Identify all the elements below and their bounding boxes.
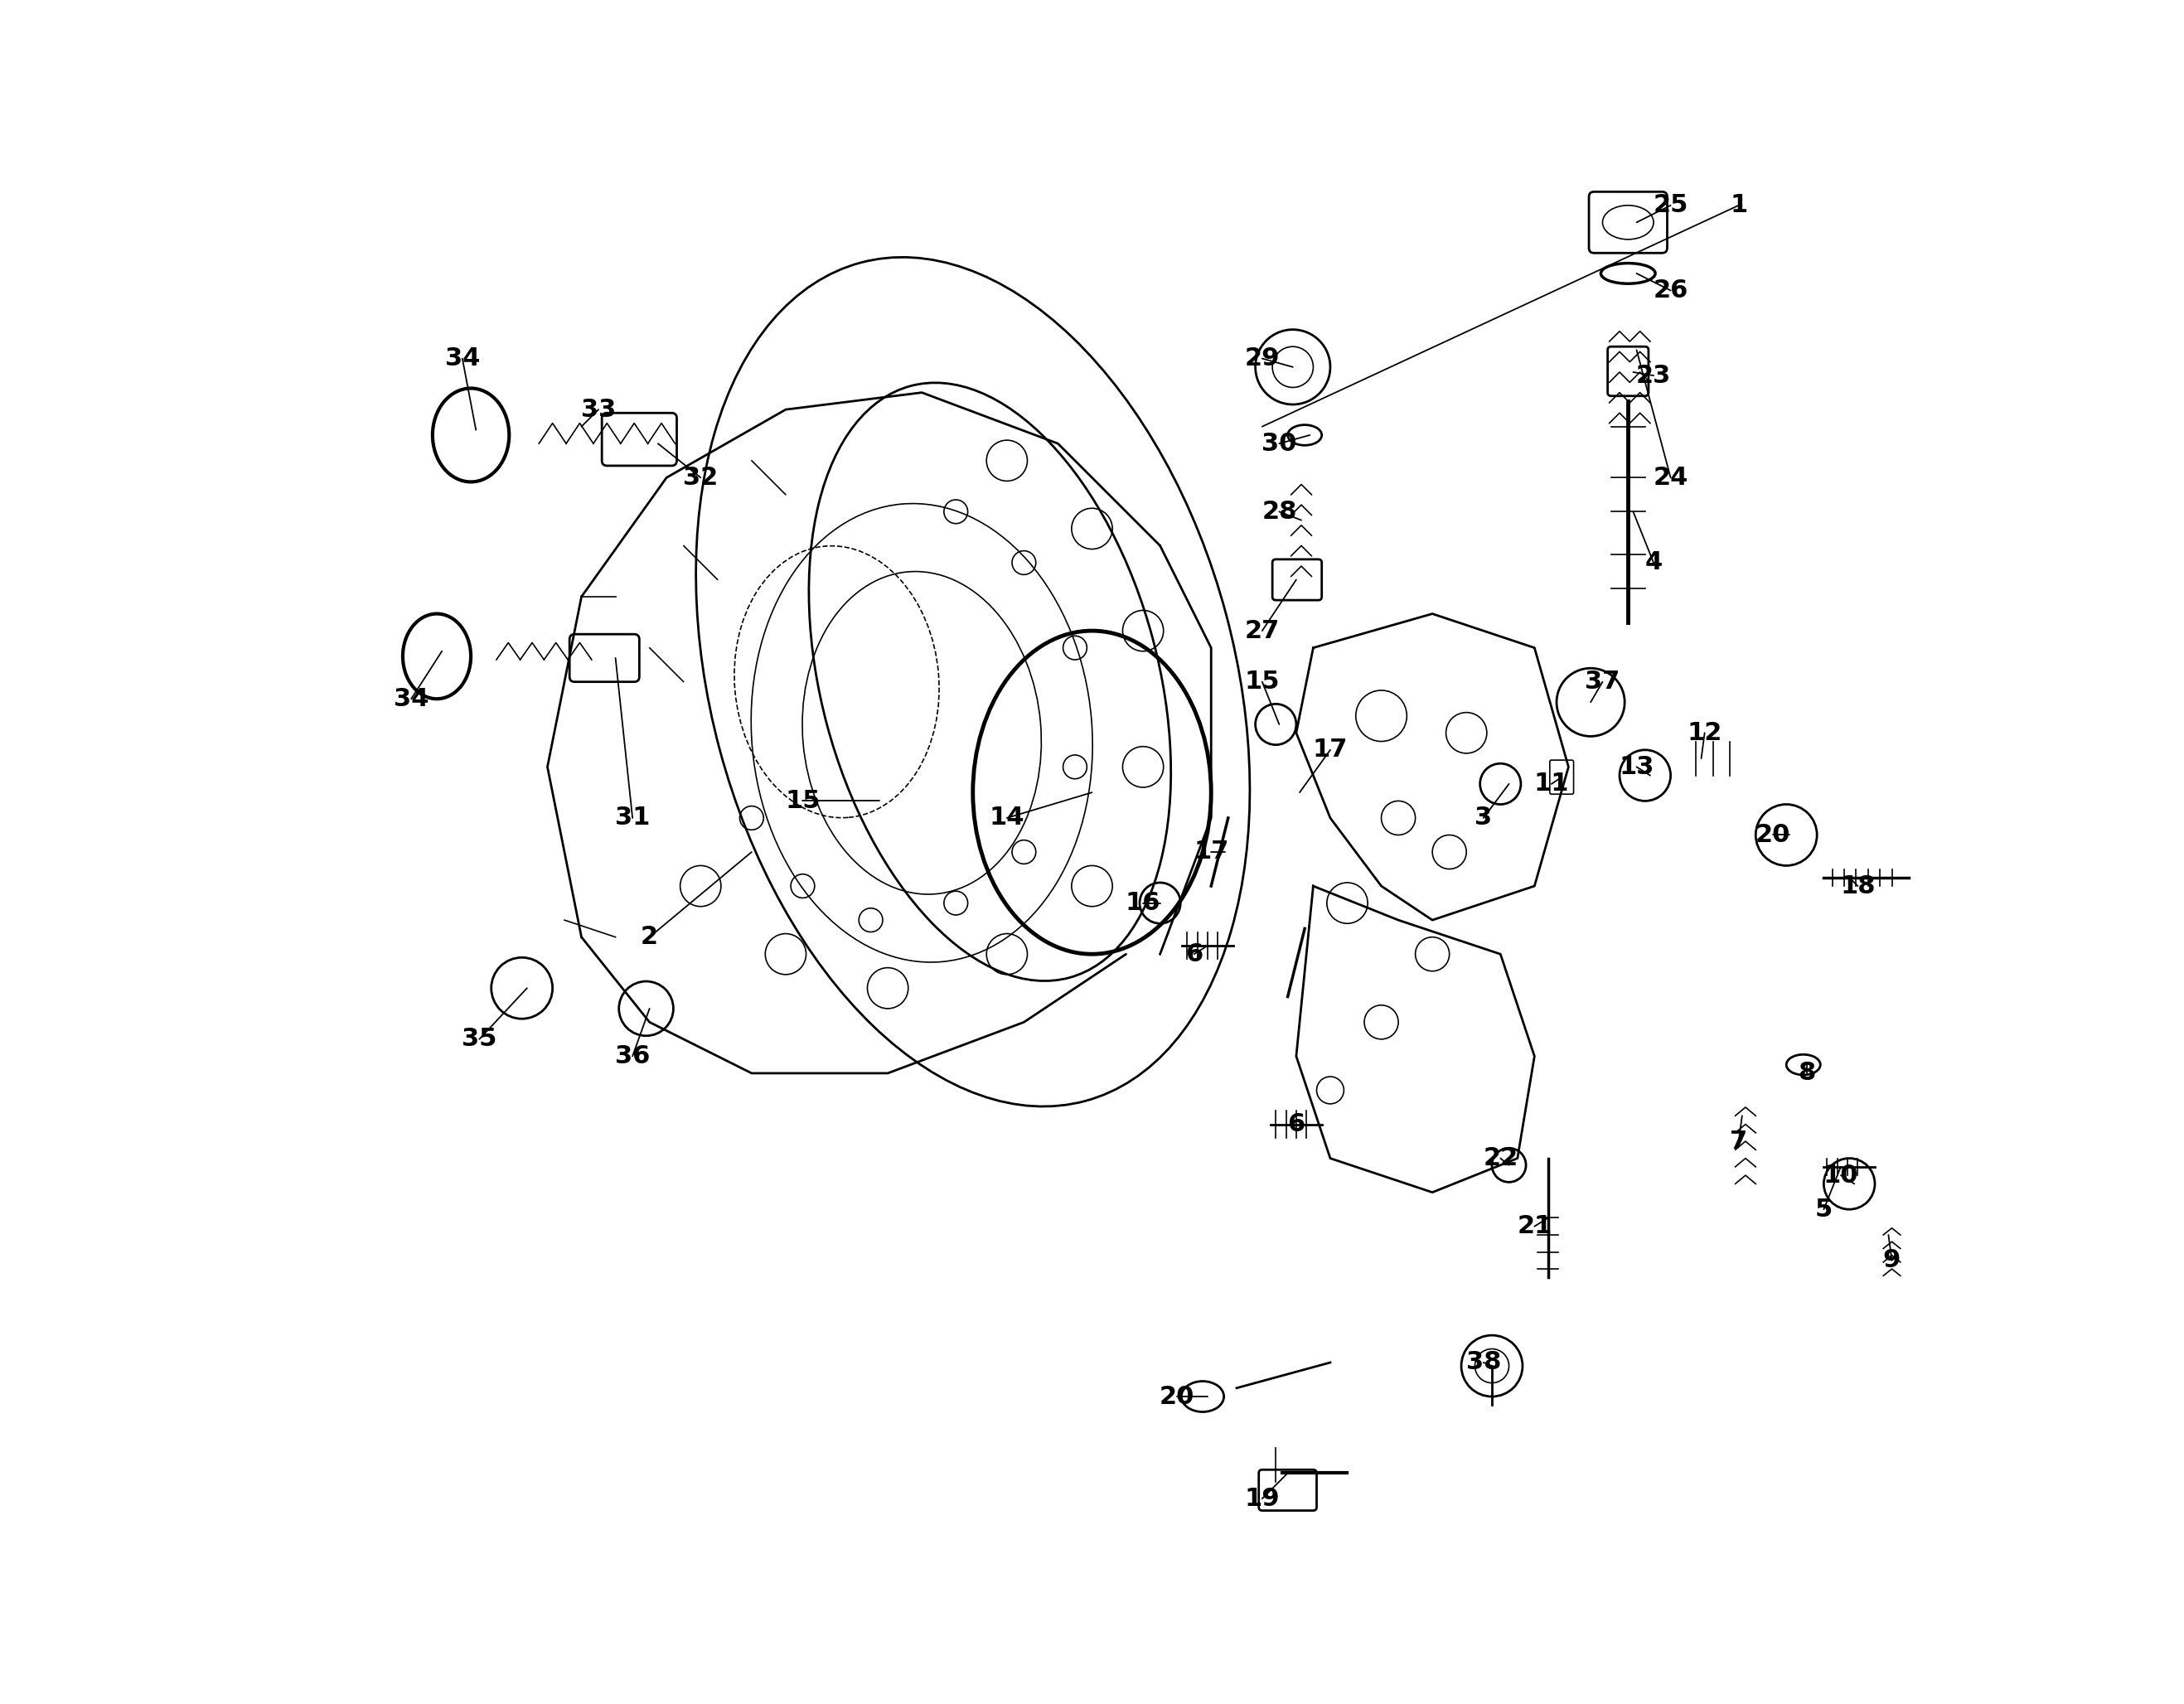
Text: 12: 12 bbox=[1686, 721, 1723, 745]
Text: 19: 19 bbox=[1245, 1486, 1280, 1511]
Text: 4: 4 bbox=[1645, 550, 1662, 574]
Text: 15: 15 bbox=[1245, 670, 1280, 694]
Text: 14: 14 bbox=[989, 806, 1024, 830]
Text: 34: 34 bbox=[393, 687, 428, 711]
Text: 21: 21 bbox=[1518, 1215, 1553, 1239]
Text: 30: 30 bbox=[1262, 431, 1297, 455]
Text: 2: 2 bbox=[640, 925, 657, 949]
Text: 5: 5 bbox=[1815, 1198, 1832, 1222]
Text: 33: 33 bbox=[581, 397, 616, 421]
Text: 16: 16 bbox=[1125, 891, 1160, 915]
Text: 31: 31 bbox=[616, 806, 651, 830]
Text: 36: 36 bbox=[616, 1045, 651, 1068]
Text: 20: 20 bbox=[1756, 823, 1791, 847]
Text: 38: 38 bbox=[1465, 1351, 1500, 1375]
Text: 29: 29 bbox=[1245, 346, 1280, 370]
Text: 22: 22 bbox=[1483, 1147, 1518, 1171]
Text: 35: 35 bbox=[461, 1028, 498, 1051]
Text: 17: 17 bbox=[1195, 840, 1230, 864]
Text: 8: 8 bbox=[1797, 1062, 1815, 1085]
Text: 32: 32 bbox=[684, 465, 719, 489]
Text: 25: 25 bbox=[1653, 193, 1688, 218]
Text: 34: 34 bbox=[446, 346, 480, 370]
Text: 11: 11 bbox=[1533, 772, 1568, 796]
Text: 3: 3 bbox=[1474, 806, 1492, 830]
Text: 27: 27 bbox=[1245, 619, 1280, 642]
Text: 18: 18 bbox=[1841, 874, 1876, 898]
Text: 28: 28 bbox=[1262, 499, 1297, 523]
Text: 1: 1 bbox=[1730, 193, 1747, 218]
Text: 37: 37 bbox=[1586, 670, 1621, 694]
Text: 7: 7 bbox=[1730, 1130, 1747, 1154]
Text: 9: 9 bbox=[1883, 1249, 1900, 1273]
Text: 6: 6 bbox=[1186, 942, 1203, 966]
Text: 10: 10 bbox=[1824, 1164, 1859, 1188]
Text: 26: 26 bbox=[1653, 278, 1688, 302]
Text: 15: 15 bbox=[784, 789, 821, 813]
Text: 6: 6 bbox=[1286, 1113, 1306, 1137]
Text: 23: 23 bbox=[1636, 363, 1671, 387]
Text: 24: 24 bbox=[1653, 465, 1688, 489]
Text: 17: 17 bbox=[1313, 738, 1348, 762]
Text: 20: 20 bbox=[1160, 1385, 1195, 1409]
Text: 13: 13 bbox=[1618, 755, 1653, 779]
